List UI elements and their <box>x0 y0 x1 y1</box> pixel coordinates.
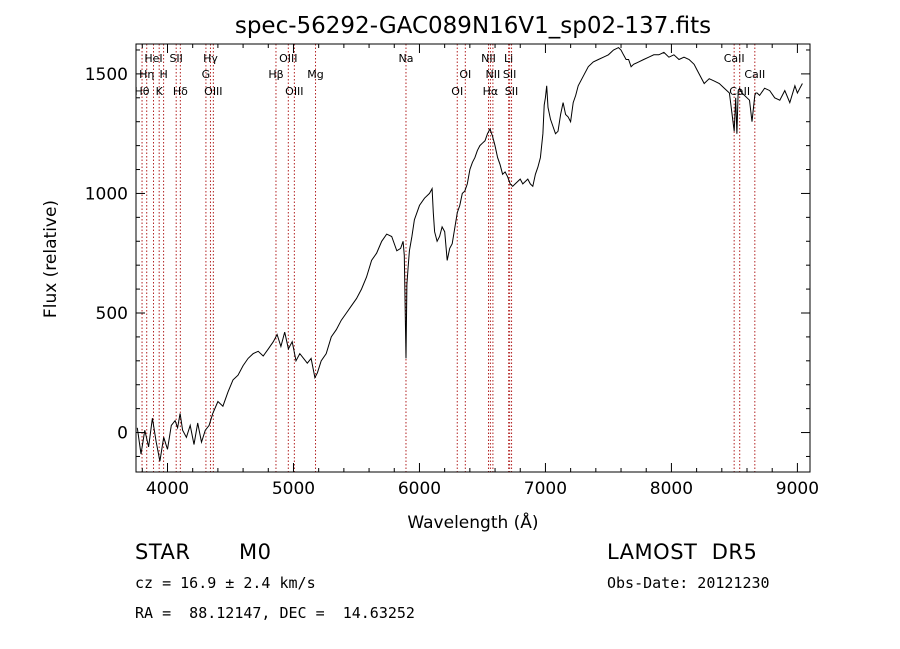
spectral-line-label: Hδ <box>173 85 188 98</box>
spectral-line-label: OI <box>451 85 463 98</box>
redshift-value: cz = 16.9 ± 2.4 km/s <box>135 574 316 592</box>
spectral-line-label: CaII <box>729 85 750 98</box>
spectral-line-label: SII <box>169 52 182 65</box>
spectral-line-label: Hβ <box>268 68 283 81</box>
coordinates: RA = 88.12147, DEC = 14.63252 <box>135 604 415 622</box>
spectral-line-label: OIII <box>279 52 297 65</box>
spectral-line-label: SII <box>505 85 518 98</box>
x-tick-label: 4000 <box>146 479 189 499</box>
spectral-labels-layer: HηHθHeIKHSIIHδHγGOIIIHβOIIIOIIIMgNaOIOIN… <box>135 52 766 98</box>
x-tick-label: 5000 <box>272 479 315 499</box>
spectral-line-label: NII <box>486 68 501 81</box>
spectral-line-label: CaII <box>744 68 765 81</box>
y-tick-label: 1000 <box>85 184 128 204</box>
axis-ticks-layer: 4000 5000 6000 7000 8000 9000 0 500 1000 1500 <box>85 44 819 499</box>
spectral-line-label: Mg <box>307 68 323 81</box>
x-tick-label: 7000 <box>524 479 567 499</box>
object-class: STAR <box>135 540 191 564</box>
x-axis-label: Wavelength (Å) <box>407 511 538 533</box>
y-axis-label: Flux (relative) <box>41 200 61 318</box>
spectral-line-label: Hα <box>483 85 499 98</box>
survey-name: LAMOST DR5 <box>607 540 758 564</box>
spectral-line-label: NII <box>481 52 496 65</box>
spectral-line-label: Na <box>398 52 413 65</box>
y-tick-label: 1500 <box>85 65 128 85</box>
spectral-line-label: Li <box>504 52 513 65</box>
x-tick-label: 8000 <box>650 479 693 499</box>
spectral-line-label: Hθ <box>135 85 150 98</box>
spectral-line-label: G <box>202 68 211 81</box>
spectral-line-label: SII <box>503 68 516 81</box>
chart-title: spec-56292-GAC089N16V1_sp02-137.fits <box>235 13 711 39</box>
spectral-line-label: Hη <box>139 68 154 81</box>
y-tick-label: 500 <box>96 304 128 324</box>
plot-frame <box>135 43 811 473</box>
x-tick-label: 9000 <box>776 479 819 499</box>
y-tick-label: 0 <box>117 424 128 444</box>
observation-date: Obs-Date: 20121230 <box>607 574 770 592</box>
object-subclass: M0 <box>239 540 272 564</box>
spectral-line-label: CaII <box>724 52 745 65</box>
spectral-line-label: K <box>156 85 164 98</box>
x-tick-label: 6000 <box>398 479 441 499</box>
spectrum-line <box>136 46 803 462</box>
spectral-line-label: OI <box>459 68 471 81</box>
spectral-line-label: OIII <box>204 85 222 98</box>
spectral-line-label: OIII <box>285 85 303 98</box>
spectral-lines-layer <box>141 44 756 472</box>
spectral-line-label: Hγ <box>203 52 218 65</box>
spectral-line-label: H <box>159 68 167 81</box>
spectral-line-label: HeI <box>144 52 162 65</box>
